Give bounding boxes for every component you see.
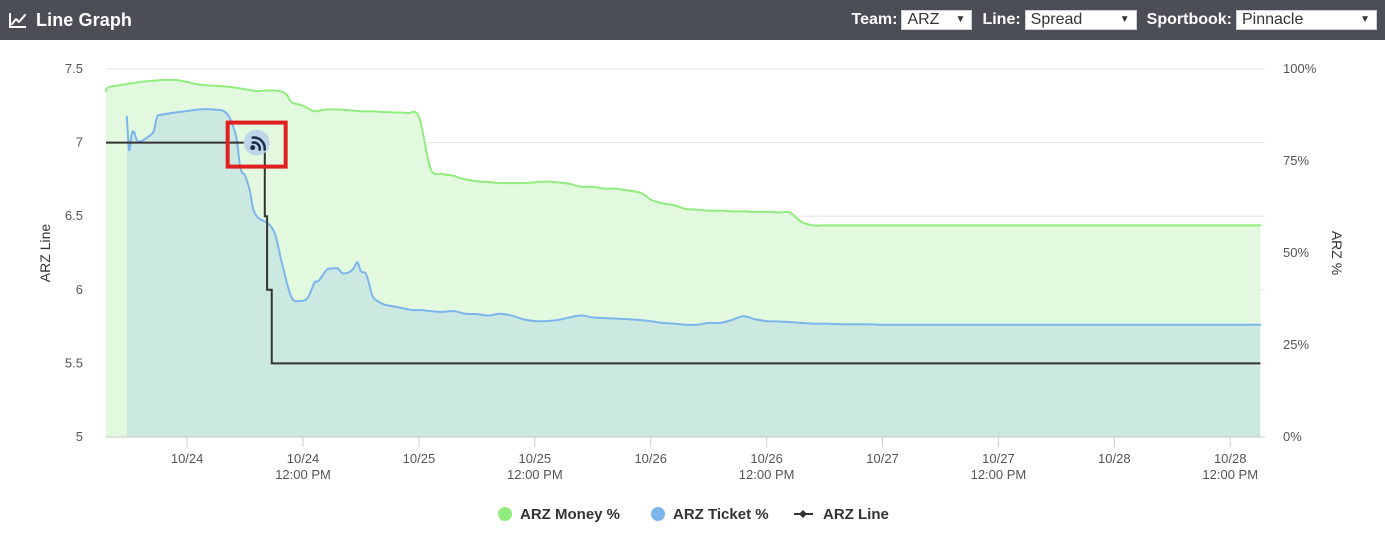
x-tick-sub-label-9: 12:00 PM [1202, 467, 1258, 482]
legend-marker-dot [651, 507, 665, 521]
legend-label: ARZ Money % [520, 506, 620, 523]
legend-marker-dot [498, 507, 512, 521]
series-line-0 [105, 78, 1262, 227]
legend-item-2[interactable]: ARZ Line [794, 506, 889, 523]
x-tick-label-8: 10/28 [1098, 451, 1131, 466]
series-layer [105, 78, 1262, 437]
x-tick-label-2: 10/25 [403, 451, 436, 466]
y-tick-label-3: 6.5 [65, 208, 83, 223]
line-select[interactable]: Spread ▼ [1024, 10, 1137, 30]
x-tick-sub-label-1: 12:00 PM [275, 467, 331, 482]
sportsbook-select-value: Pinnacle [1242, 11, 1304, 28]
legend-layer: ARZ Money % ARZ Ticket % ARZ Line [498, 506, 889, 523]
legend-item-1[interactable]: ARZ Ticket % [651, 506, 769, 523]
line-chart-icon [8, 11, 28, 29]
y-tick-label-5: 7.5 [65, 61, 83, 76]
line-chart: 55.566.577.50%25%50%75%100%10/24 10/2412:… [37, 61, 1345, 523]
x-tick-label-4: 10/26 [634, 451, 667, 466]
y2-tick-label-0: 0% [1283, 429, 1302, 444]
legend-marker-diamond [799, 510, 807, 518]
x-tick-label-5: 10/26 [750, 451, 783, 466]
y2-tick-label-3: 75% [1283, 153, 1309, 168]
chart-controls: Team: ARZ ▼ Line: Spread ▼ Sportbook: Pi… [846, 0, 1377, 40]
chevron-down-icon: ▼ [955, 14, 966, 25]
x-tick-sub-label-3: 12:00 PM [507, 467, 563, 482]
x-tick-label-9: 10/28 [1214, 451, 1247, 466]
x-tick-label-7: 10/27 [982, 451, 1015, 466]
x-tick-sub-label-5: 12:00 PM [739, 467, 795, 482]
y-axis-title: ARZ Line [37, 224, 53, 283]
x-tick-label-3: 10/25 [519, 451, 552, 466]
page-title: Line Graph [36, 9, 133, 30]
y2-tick-label-2: 50% [1283, 245, 1309, 260]
line-select-value: Spread [1030, 11, 1083, 28]
chevron-down-icon: ▼ [1360, 14, 1370, 25]
x-tick-sub-label-7: 12:00 PM [971, 467, 1027, 482]
annotation-highlight-box [225, 120, 288, 169]
series-area-1 [126, 109, 1261, 437]
series-line-1 [125, 108, 1262, 326]
legend-item-0[interactable]: ARZ Money % [498, 506, 620, 523]
sportsbook-label: Sportbook: [1146, 11, 1232, 28]
chart-area: 5 5.5 6 6.5 7 7.5 0% 25% 50% 75% 100% 10/24 10/24 12:… [0, 40, 1385, 549]
annotation-layer [225, 120, 288, 169]
rss-feed-icon[interactable] [243, 129, 270, 156]
y-tick-label-4: 7 [76, 135, 83, 150]
x-tick-label-6: 10/27 [866, 451, 899, 466]
chart-header-left: Line Graph [8, 0, 132, 40]
chevron-down-icon: ▼ [1119, 14, 1130, 25]
sportsbook-select[interactable]: Pinnacle ▼ [1236, 10, 1377, 30]
axis-layer: 55.566.577.50%25%50%75%100%10/24 10/2412:… [37, 61, 1345, 482]
y-tick-label-0: 5 [76, 429, 83, 444]
line-label: Line: [982, 11, 1021, 28]
team-select-value: ARZ [907, 11, 940, 28]
y2-axis-title: ARZ % [1329, 231, 1345, 275]
x-tick-label-0: 10/24 [171, 451, 204, 466]
team-select[interactable]: ARZ ▼ [901, 10, 973, 30]
team-label: Team: [851, 11, 898, 28]
y-tick-label-2: 6 [76, 282, 83, 297]
legend-label: ARZ Ticket % [673, 506, 769, 523]
y2-tick-label-4: 100% [1283, 61, 1317, 76]
chart-header: Line Graph Team: ARZ ▼ Line: Spread ▼ Sp… [0, 0, 1385, 40]
y-tick-label-1: 5.5 [65, 355, 83, 370]
legend-label: ARZ Line [823, 506, 889, 523]
x-tick-label-1: 10/24 [287, 451, 320, 466]
y2-tick-label-1: 25% [1283, 337, 1309, 352]
